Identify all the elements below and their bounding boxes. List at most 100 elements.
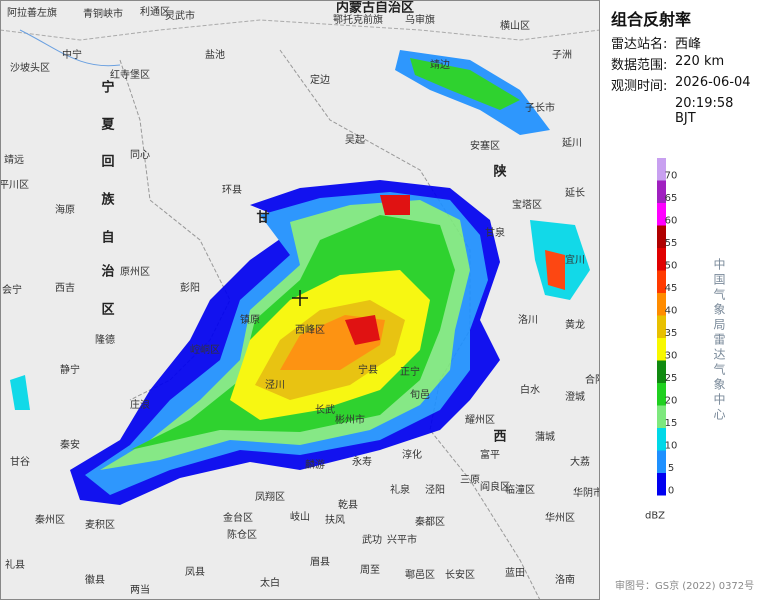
place-label: 利通区 (140, 6, 170, 18)
info-label: 数据范围: (611, 58, 668, 73)
place-label: 延川 (562, 137, 582, 149)
place-label: 兴平市 (387, 533, 417, 546)
legend-swatch (657, 338, 666, 361)
place-label: 静宁 (60, 363, 80, 376)
place-label: 徽县 (85, 573, 105, 586)
place-label: 红寺堡区 (110, 68, 150, 81)
radar-site (292, 290, 308, 306)
legend-label: 20 (665, 395, 678, 406)
place-label: 白水 (520, 383, 540, 396)
place-label: 礼县 (5, 558, 25, 571)
info-value: 西峰 (675, 37, 702, 52)
legend-label: 40 (665, 305, 678, 316)
place-label: 麦积区 (85, 519, 115, 531)
info-value: 20:19:58 BJT (675, 96, 734, 126)
region-label: 自 (101, 230, 114, 246)
legend-swatch (657, 428, 666, 451)
place-label: 庄浪 (130, 398, 150, 411)
place-label: 武功 (362, 533, 382, 546)
place-label: 华阴市 (573, 486, 600, 499)
place-label: 阎良区 (480, 480, 510, 493)
place-label: 凤县 (185, 566, 205, 578)
place-label: 环县 (222, 184, 242, 196)
place-label: 西峰区 (295, 324, 325, 336)
legend-label: 10 (665, 440, 678, 451)
place-label: 秦州区 (35, 513, 65, 526)
legend-label: 25 (665, 373, 678, 384)
legend-label: 60 (665, 215, 678, 226)
panel-title: 组合反射率 (611, 10, 692, 29)
place-label: 大荔 (570, 455, 590, 468)
place-label: 秦都区 (415, 515, 445, 528)
place-label: 阿拉善左旗 (7, 6, 57, 19)
region-label: 甘 (256, 210, 269, 226)
place-label: 靖边 (430, 58, 450, 71)
place-label: 子长市 (525, 101, 555, 114)
place-label: 眉县 (310, 556, 330, 568)
place-label: 鄂托克前旗 (333, 13, 383, 26)
place-label: 长武 (315, 403, 335, 416)
info-panel: 组合反射率 雷达站名: 西峰 数据范围: 220 km 观测时间: 2026-06-04 2… (603, 0, 757, 600)
place-label: 华州区 (545, 511, 575, 524)
region-label: 内蒙古自治区 (336, 0, 414, 16)
place-label: 会宁 (2, 283, 22, 296)
place-label: 临潼区 (505, 483, 535, 496)
place-label: 原州区 (120, 266, 150, 278)
place-label: 泾川 (265, 378, 285, 391)
place-label: 彬州市 (335, 413, 365, 426)
place-label: 宜川 (565, 253, 585, 266)
region-label: 族 (101, 192, 115, 208)
legend-swatch (657, 270, 666, 293)
region-label: 区 (101, 303, 114, 318)
place-label: 凤翔区 (255, 490, 285, 503)
place-label: 周至 (360, 564, 380, 576)
place-label: 崆峒区 (190, 343, 220, 356)
place-label: 子洲 (552, 49, 572, 61)
place-label: 淳化 (402, 448, 422, 461)
agency: 中国气象局雷达气象中心 (712, 258, 726, 423)
place-label: 岐山 (290, 510, 310, 523)
place-label: 横山区 (500, 19, 530, 32)
region-label: 回 (101, 155, 114, 170)
place-label: 鄠邑区 (405, 569, 435, 581)
legend-swatch (657, 225, 666, 248)
river (19, 29, 121, 67)
legend-swatch (657, 180, 666, 203)
place-label: 两当 (130, 583, 150, 596)
region-label: 宁 (101, 80, 114, 96)
legend-label: 70 (665, 170, 678, 181)
place-label: 同心 (130, 149, 150, 161)
place-label: 正宁 (400, 365, 420, 378)
legend-swatch (657, 383, 666, 406)
legend-swatch (657, 158, 666, 181)
legend-label: 35 (665, 328, 678, 339)
place-label: 麟游 (305, 458, 325, 471)
legend-label: 15 (665, 418, 678, 429)
place-label: 青铜峡市 (83, 7, 123, 20)
place-label: 灵武市 (165, 9, 195, 22)
legend-unit: dBZ (645, 511, 665, 522)
place-label: 洛南 (555, 573, 575, 586)
place-label: 靖远 (4, 153, 24, 166)
region-label: 陕 (493, 164, 507, 180)
place-label: 永寿 (352, 455, 372, 468)
place-label: 蓝田 (505, 567, 525, 579)
place-label: 蒲城 (535, 430, 555, 443)
place-label: 陈仓区 (227, 528, 257, 541)
place-label: 彭阳 (180, 281, 200, 294)
place-label: 中宁 (62, 48, 82, 61)
place-label: 甘谷 (10, 455, 30, 468)
legend: 0 5 10 15 20 25 30 35 40 45 50 55 60 65 70 dBZ (645, 158, 678, 522)
place-label: 耀州区 (465, 414, 495, 426)
place-label: 盐池 (205, 48, 225, 61)
info-label: 雷达站名: (611, 37, 668, 52)
place-label: 金台区 (223, 511, 253, 524)
legend-swatch (657, 293, 666, 316)
place-label: 隆德 (95, 333, 115, 346)
place-label: 秦安 (60, 438, 80, 451)
border (0, 19, 600, 41)
info-value: 220 km (675, 54, 725, 69)
legend-label: 0 (668, 485, 674, 496)
